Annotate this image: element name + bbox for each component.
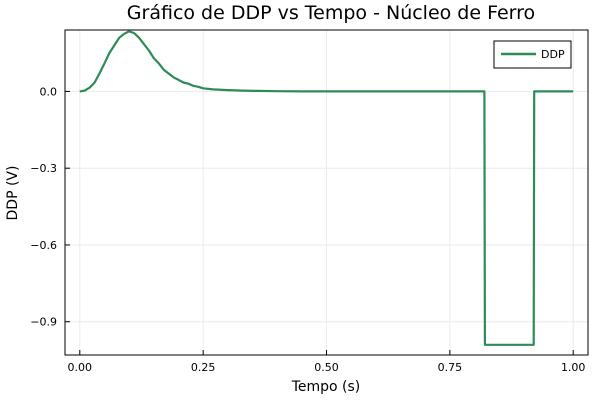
x-tick-label: 0.50 (314, 361, 339, 374)
legend: DDP (493, 40, 572, 69)
x-tick-label: 1.00 (561, 361, 586, 374)
grid (65, 30, 588, 355)
chart-title: Gráfico de DDP vs Tempo - Núcleo de Ferr… (127, 2, 535, 24)
axis-ticks: 0.00 0.25 0.50 0.75 1.00 0.0 −0.3 −0.6 −0.9 (30, 85, 585, 374)
y-tick-label: −0.9 (30, 316, 57, 329)
x-tick-label: 0.75 (438, 361, 463, 374)
y-tick-label: −0.6 (30, 239, 57, 252)
y-tick-label: 0.0 (40, 85, 58, 98)
y-axis-label: DDP (V) (5, 166, 21, 221)
series-layer (79, 30, 574, 346)
x-tick-label: 0.25 (191, 361, 216, 374)
x-tick-label: 0.00 (68, 361, 93, 374)
series-line-ddp (79, 30, 574, 346)
x-axis-label: Tempo (s) (291, 379, 361, 395)
legend-entry-ddp: DDP (541, 48, 565, 61)
y-tick-label: −0.3 (30, 162, 57, 175)
